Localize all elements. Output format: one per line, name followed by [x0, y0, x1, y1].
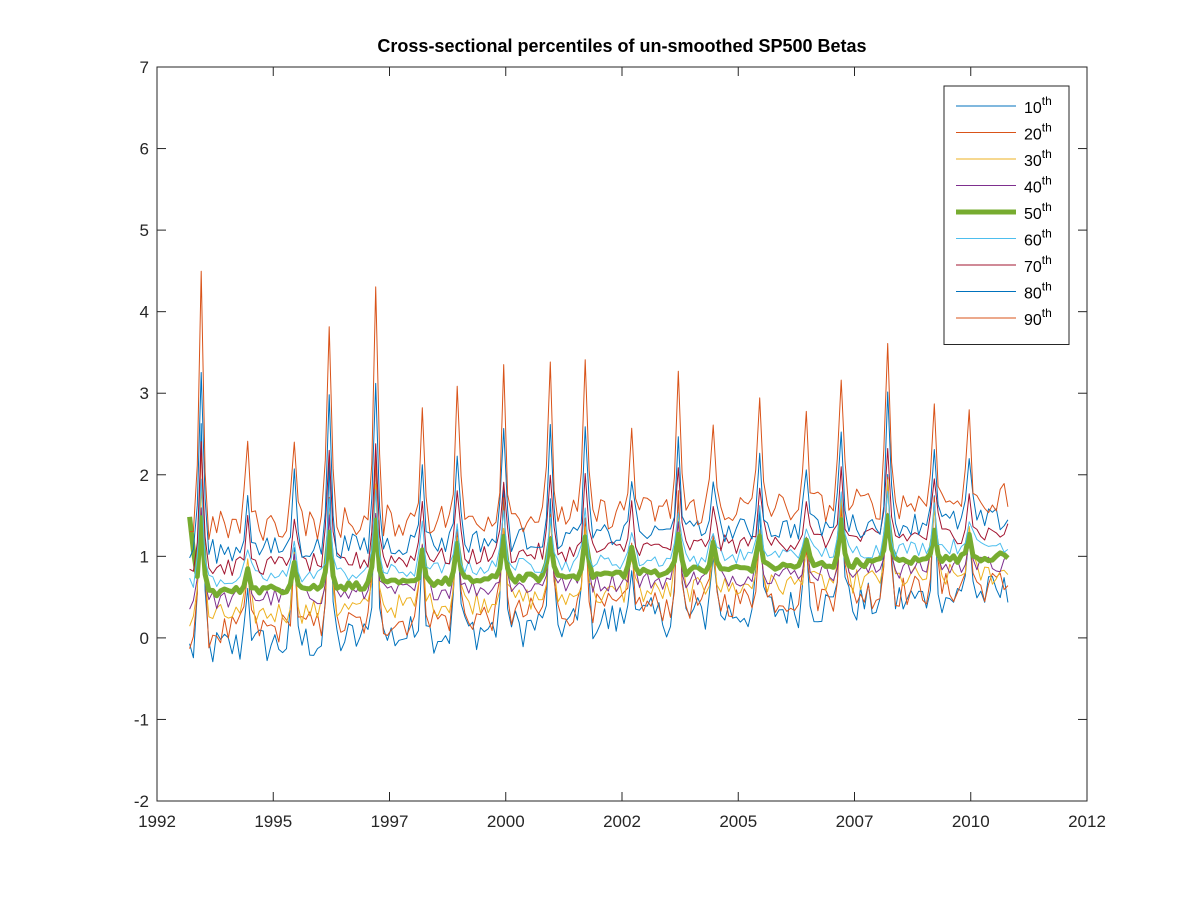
- legend-box: [943, 85, 1070, 345]
- series-line-70th: [189, 441, 1009, 576]
- series-line-20th: [189, 442, 1009, 649]
- legend-entry-sup: th: [1042, 147, 1052, 161]
- y-tick-label: 3: [140, 384, 149, 403]
- series-line-60th: [189, 478, 1009, 588]
- legend-entry-sup: th: [1042, 94, 1052, 108]
- series-line-80th: [189, 372, 1009, 564]
- legend-entry-sup: th: [1042, 306, 1052, 320]
- y-tick-label: 6: [140, 140, 149, 159]
- legend-entry-sup: th: [1042, 174, 1052, 188]
- series-line-90th: [189, 270, 1009, 541]
- legend-entry-sup: th: [1042, 227, 1052, 241]
- x-tick-label: 2002: [603, 812, 641, 831]
- x-tick-label: 1995: [254, 812, 292, 831]
- x-tick-label: 2012: [1068, 812, 1106, 831]
- x-tick-label: 2007: [836, 812, 874, 831]
- y-tick-label: 0: [140, 629, 149, 648]
- y-tick-label: 2: [140, 466, 149, 485]
- legend-entry-sup: th: [1042, 280, 1052, 294]
- x-axis: 1992 1995 1997 2000 2002 2005 2007 2010 2012: [138, 67, 1106, 831]
- x-tick-label: 1997: [371, 812, 409, 831]
- y-tick-label: 1: [140, 547, 149, 566]
- y-tick-label: -2: [134, 792, 149, 811]
- y-tick-label: 7: [140, 58, 149, 77]
- y-axis: -2 -1 0 1 2 3 4 5 6 7: [134, 58, 1087, 811]
- y-tick-label: -1: [134, 710, 149, 729]
- chart-title: Cross-sectional percentiles of un-smooth…: [377, 36, 866, 56]
- legend-entry-sup: th: [1042, 121, 1052, 135]
- y-tick-label: 4: [140, 303, 149, 322]
- x-tick-label: 2000: [487, 812, 525, 831]
- series-line-50th: [187, 513, 1010, 599]
- series-layer: [187, 270, 1010, 663]
- x-tick-label: 1992: [138, 812, 176, 831]
- legend-entry-sup: th: [1042, 253, 1052, 267]
- y-tick-label: 5: [140, 221, 149, 240]
- x-tick-label: 2005: [719, 812, 757, 831]
- x-tick-label: 2010: [952, 812, 990, 831]
- legend-entry-sup: th: [1042, 200, 1052, 214]
